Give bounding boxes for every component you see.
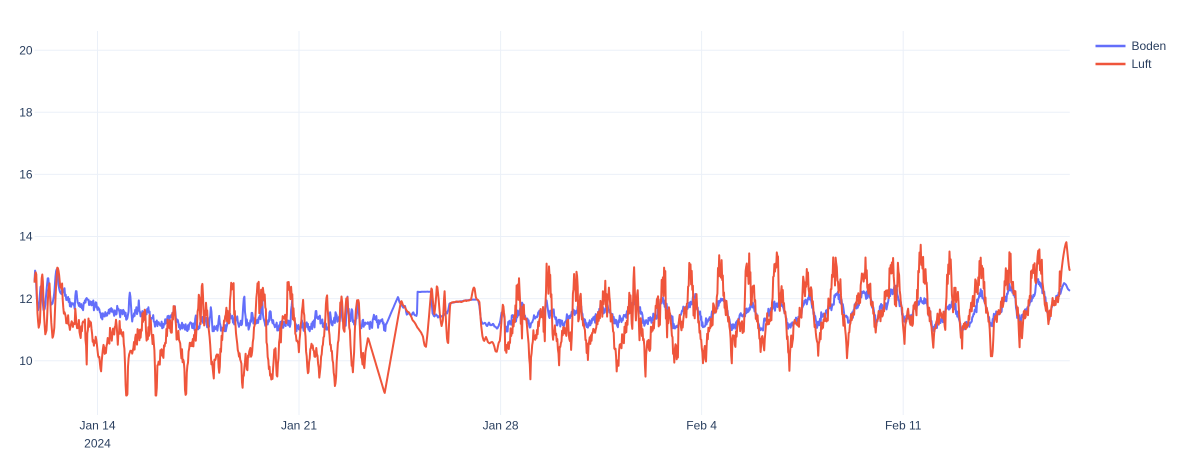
svg-text:Jan 14: Jan 14 [79,419,115,433]
svg-text:20: 20 [19,43,33,57]
svg-text:2024: 2024 [84,437,111,451]
svg-text:Feb 4: Feb 4 [686,419,717,433]
svg-text:18: 18 [19,106,33,120]
svg-text:Jan 21: Jan 21 [281,419,317,433]
svg-text:Feb 11: Feb 11 [885,419,922,433]
svg-text:Luft: Luft [1132,57,1153,71]
svg-text:14: 14 [19,230,33,244]
svg-text:Jan 28: Jan 28 [483,419,519,433]
svg-text:12: 12 [19,292,33,306]
svg-text:Boden: Boden [1132,39,1167,53]
svg-text:16: 16 [19,168,33,182]
svg-text:10: 10 [19,354,33,368]
